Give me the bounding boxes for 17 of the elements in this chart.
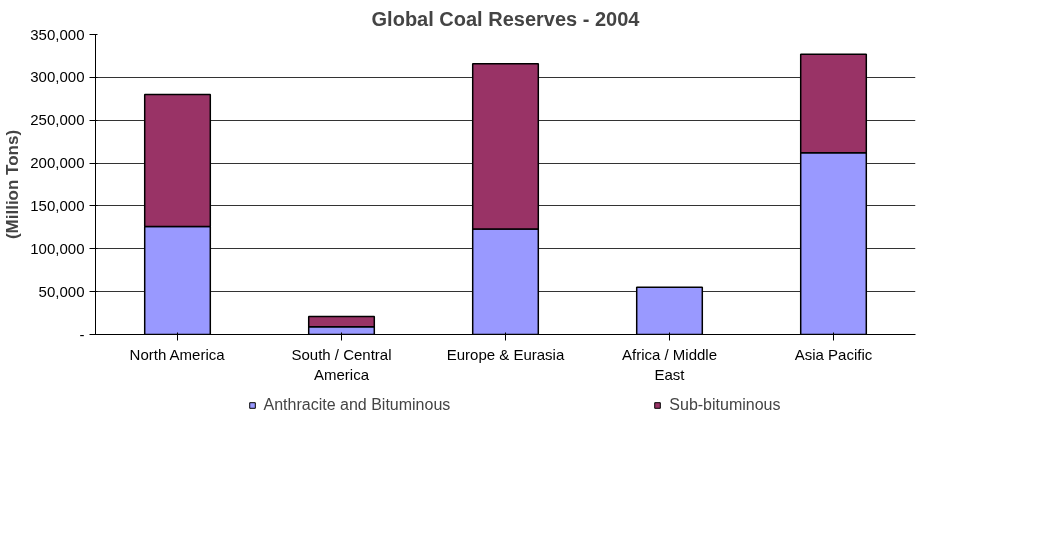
x-tick-label: Africa / Middle East (621, 345, 718, 383)
legend-label: Anthracite and Bituminous (263, 396, 451, 414)
y-tick-label: - (79, 325, 85, 343)
y-tick-label: 350,000 (30, 25, 85, 43)
y-tick-label: 250,000 (30, 111, 85, 129)
x-tick-label: South / Central America (291, 345, 392, 383)
chart-title: Global Coal Reserves - 2004 (371, 7, 641, 30)
y-tick-label: 150,000 (30, 196, 85, 214)
y-tick-label: 200,000 (30, 154, 85, 172)
legend-label: Sub-bituminous (669, 396, 781, 414)
y-tick-label: 300,000 (30, 68, 85, 86)
x-tick-label: Asia Pacific (794, 345, 873, 363)
y-tick-label: 50,000 (38, 282, 85, 300)
x-tick-label: Europe & Eurasia (446, 345, 565, 363)
y-axis-title: (Million Tons) (3, 129, 23, 240)
x-tick-label: North America (129, 345, 226, 363)
y-tick-label: 100,000 (30, 239, 85, 257)
